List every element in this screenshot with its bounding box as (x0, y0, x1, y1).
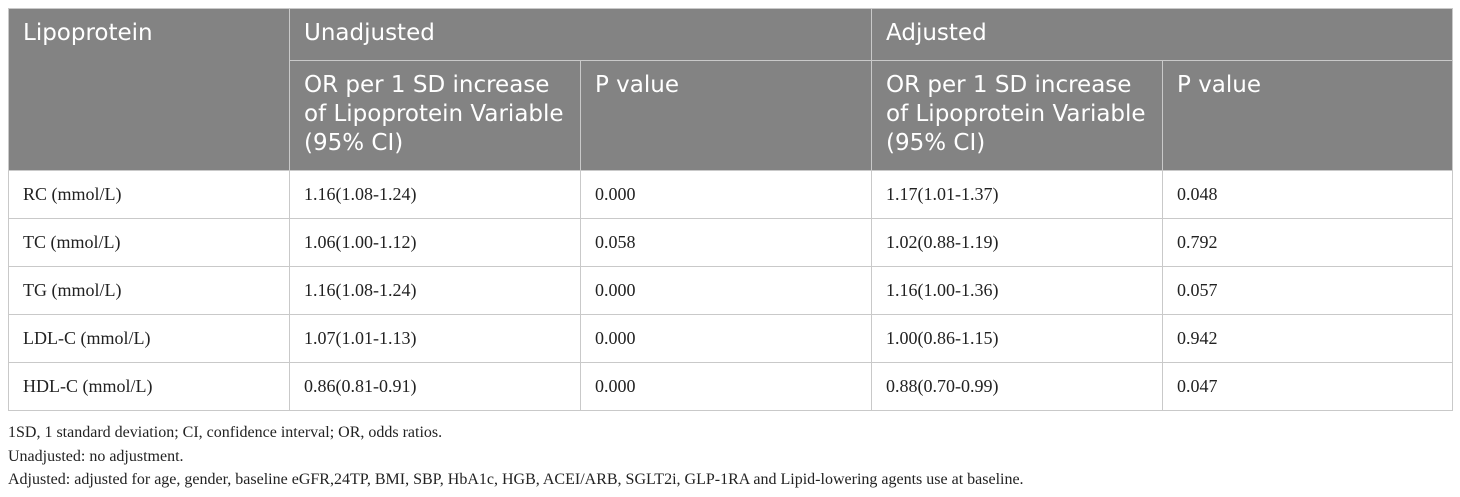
header-unadjusted-p: P value (579, 60, 873, 171)
footnote-adjusted: Adjusted: adjusted for age, gender, base… (8, 471, 1024, 488)
adjusted-p-cell: 0.942 (1162, 314, 1454, 363)
footnote-abbreviations: 1SD, 1 standard deviation; CI, confidenc… (8, 424, 443, 441)
adjusted-p-cell: 0.048 (1162, 170, 1454, 219)
unadjusted-or-cell: 1.06(1.00-1.12) (289, 218, 581, 267)
header-unadjusted-or: OR per 1 SD increase of Lipoprotein Vari… (289, 60, 581, 171)
results-table: Lipoprotein Unadjusted Adjusted OR per 1… (8, 8, 1454, 411)
unadjusted-or-cell: 0.86(0.81-0.91) (289, 362, 581, 411)
header-adjusted-or: OR per 1 SD increase of Lipoprotein Vari… (871, 60, 1164, 171)
row-name-cell: TG (mmol/L) (8, 266, 290, 315)
adjusted-or-cell: 1.00(0.86-1.15) (871, 314, 1164, 363)
unadjusted-or-cell: 1.16(1.08-1.24) (289, 170, 581, 219)
header-lipoprotein: Lipoprotein (8, 8, 290, 171)
row-name-cell: LDL-C (mmol/L) (8, 314, 290, 363)
adjusted-or-cell: 1.02(0.88-1.19) (871, 218, 1164, 267)
adjusted-p-cell: 0.792 (1162, 218, 1454, 267)
row-name-cell: TC (mmol/L) (8, 218, 290, 267)
table-row: HDL-C (mmol/L) 0.86(0.81-0.91) 0.000 0.8… (8, 362, 1454, 411)
header-row-top: Lipoprotein Unadjusted Adjusted (8, 8, 1454, 171)
table-footnotes: 1SD, 1 standard deviation; CI, confidenc… (8, 421, 1024, 492)
header-unadjusted: Unadjusted (288, 8, 873, 61)
adjusted-p-cell: 0.057 (1162, 266, 1454, 315)
adjusted-p-cell: 0.047 (1162, 362, 1454, 411)
unadjusted-p-cell: 0.000 (579, 266, 873, 315)
row-name-cell: HDL-C (mmol/L) (8, 362, 290, 411)
adjusted-or-cell: 1.16(1.00-1.36) (871, 266, 1164, 315)
unadjusted-or-cell: 1.16(1.08-1.24) (289, 266, 581, 315)
unadjusted-p-cell: 0.000 (579, 170, 873, 219)
header-adjusted-p: P value (1162, 60, 1454, 171)
results-table-container: Lipoprotein Unadjusted Adjusted OR per 1… (8, 8, 1454, 411)
row-name-cell: RC (mmol/L) (8, 170, 290, 219)
unadjusted-p-cell: 0.058 (579, 218, 873, 267)
footnote-unadjusted: Unadjusted: no adjustment. (8, 447, 184, 465)
adjusted-or-cell: 0.88(0.70-0.99) (871, 362, 1164, 411)
unadjusted-p-cell: 0.000 (579, 314, 873, 363)
unadjusted-p-cell: 0.000 (579, 362, 873, 411)
table-row: LDL-C (mmol/L) 1.07(1.01-1.13) 0.000 1.0… (8, 314, 1454, 363)
header-row-sub: OR per 1 SD increase of Lipoprotein Vari… (9, 60, 1454, 171)
table-row: RC (mmol/L) 1.16(1.08-1.24) 0.000 1.17(1… (8, 170, 1454, 219)
header-adjusted: Adjusted (871, 8, 1454, 61)
table-row: TC (mmol/L) 1.06(1.00-1.12) 0.058 1.02(0… (8, 218, 1454, 267)
unadjusted-or-cell: 1.07(1.01-1.13) (289, 314, 581, 363)
adjusted-or-cell: 1.17(1.01-1.37) (871, 170, 1164, 219)
table-row: TG (mmol/L) 1.16(1.08-1.24) 0.000 1.16(1… (8, 266, 1454, 315)
